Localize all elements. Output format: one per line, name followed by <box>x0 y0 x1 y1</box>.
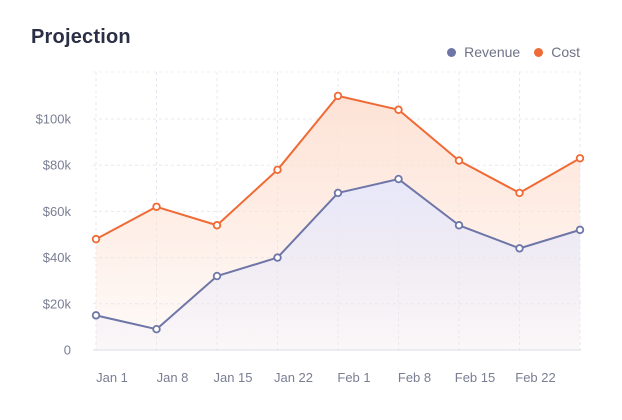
revenue-point <box>273 253 282 262</box>
revenue-point <box>394 174 403 184</box>
revenue-point <box>333 188 343 198</box>
cost-point <box>454 156 464 165</box>
y-tick-label: $20k <box>43 296 72 311</box>
cost-legend-dot-icon <box>534 47 544 57</box>
cost-point <box>273 165 282 175</box>
x-tick-label: Feb 1 <box>337 370 370 385</box>
x-tick-label: Jan 8 <box>157 370 189 385</box>
revenue-point <box>454 221 464 230</box>
legend: Revenue Cost <box>447 44 580 60</box>
x-tick-label: Jan 15 <box>213 370 252 385</box>
revenue-point <box>152 325 161 334</box>
cost-point <box>394 105 403 114</box>
revenue-point <box>575 225 585 235</box>
x-tick-label: Feb 8 <box>398 370 431 385</box>
revenue-point <box>91 311 101 320</box>
x-tick-label: Jan 22 <box>274 370 313 385</box>
legend-item-revenue[interactable]: Revenue <box>447 44 520 60</box>
y-tick-label: $60k <box>43 204 72 219</box>
chart-title: Projection <box>31 26 131 48</box>
revenue-legend-dot-icon <box>447 47 457 57</box>
y-tick-label: $40k <box>43 250 72 265</box>
cost-point <box>152 202 161 211</box>
cost-point <box>575 154 585 163</box>
x-tick-label: Jan 1 <box>96 370 128 385</box>
cost-point <box>212 221 222 230</box>
y-tick-label: 0 <box>64 343 71 358</box>
x-tick-label: Feb 15 <box>455 370 495 385</box>
x-tick-label: Feb 22 <box>515 370 555 385</box>
legend-label-cost: Cost <box>551 44 580 60</box>
cost-point <box>333 91 343 101</box>
y-tick-label: $80k <box>43 158 72 173</box>
y-tick-label: $100k <box>36 112 72 127</box>
legend-label-revenue: Revenue <box>464 44 521 60</box>
revenue-area <box>96 179 580 350</box>
cost-point <box>91 234 101 244</box>
cost-point <box>515 188 524 198</box>
revenue-point <box>515 244 524 253</box>
revenue-point <box>212 271 222 281</box>
legend-item-cost[interactable]: Cost <box>534 44 580 60</box>
